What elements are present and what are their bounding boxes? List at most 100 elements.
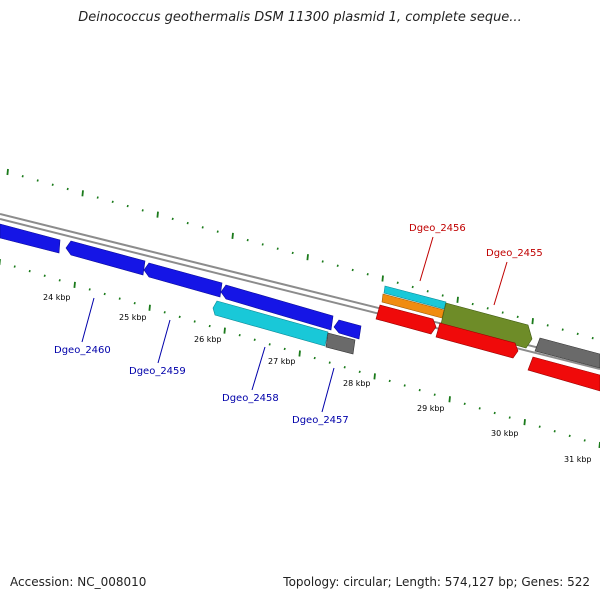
major-tick: [148, 304, 151, 311]
gene-label-dgeo-2460[interactable]: Dgeo_2460: [54, 345, 111, 356]
minor-tick: [283, 347, 286, 351]
gene-arrow-dgeo-2460[interactable]: [65, 240, 146, 276]
minor-tick: [591, 336, 594, 340]
gene-arrow-dgeo-2455[interactable]: [440, 302, 533, 349]
minor-tick: [501, 311, 504, 314]
minor-tick: [36, 179, 39, 182]
minor-tick: [328, 361, 331, 364]
minor-tick: [351, 268, 354, 272]
minor-tick: [291, 251, 294, 255]
major-tick: [523, 419, 526, 426]
gene-label-dgeo-2459[interactable]: Dgeo_2459: [129, 366, 186, 377]
minor-tick: [201, 226, 204, 229]
minor-tick: [276, 247, 279, 250]
outer-tick-row: [6, 168, 594, 340]
minor-tick: [418, 388, 421, 392]
minor-tick: [553, 430, 556, 433]
minor-tick: [538, 425, 541, 428]
minor-tick: [268, 343, 271, 346]
minor-tick: [126, 204, 129, 208]
minor-tick: [313, 356, 316, 360]
gene-label-dgeo-2455[interactable]: Dgeo_2455: [486, 248, 543, 259]
minor-tick: [486, 307, 489, 310]
minor-tick: [171, 217, 174, 221]
minor-tick: [88, 288, 91, 291]
minor-tick: [493, 411, 496, 415]
forward-strand-genes: [375, 285, 600, 392]
minor-tick: [321, 260, 324, 263]
minor-tick: [343, 365, 346, 369]
gene-labels: Dgeo_2456 Dgeo_2455 Dgeo_2460 Dgeo_2459 …: [54, 223, 543, 426]
minor-tick: [358, 370, 361, 374]
gene-arrow-gray-right[interactable]: [534, 337, 600, 369]
major-tick: [373, 373, 376, 380]
minor-tick: [141, 209, 144, 212]
minor-tick: [133, 301, 136, 305]
minor-tick: [576, 332, 579, 336]
kbp-label: 27 kbp: [268, 357, 296, 366]
reverse-strand-genes: [0, 223, 362, 355]
minor-tick: [261, 243, 264, 246]
minor-tick: [396, 281, 399, 284]
minor-tick: [561, 328, 564, 331]
topology-summary: Topology: circular; Length: 574,127 bp; …: [283, 575, 590, 589]
minor-tick: [411, 285, 414, 289]
gene-arrow-orange[interactable]: [381, 293, 445, 319]
label-leader-lines: [81, 236, 508, 413]
major-tick: [73, 281, 76, 288]
major-tick: [381, 275, 384, 282]
gene-arrow-red-1[interactable]: [375, 304, 437, 335]
kbp-label: 31 kbp: [564, 455, 592, 464]
minor-tick: [568, 434, 571, 438]
minor-tick: [13, 265, 16, 268]
minor-tick: [508, 416, 511, 419]
minor-tick: [336, 264, 339, 267]
kbp-label: 24 kbp: [43, 293, 71, 302]
minor-tick: [51, 183, 54, 187]
gene-arrow-dgeo-2457[interactable]: [325, 332, 356, 355]
minor-tick: [471, 302, 474, 306]
minor-tick: [103, 292, 106, 296]
minor-tick: [516, 315, 519, 319]
minor-tick: [58, 279, 61, 282]
gene-arrow-blue-edge[interactable]: [0, 223, 61, 254]
gene-arrow-cyan[interactable]: [212, 300, 329, 347]
major-tick: [306, 254, 309, 261]
map-title: Deinococcus geothermalis DSM 11300 plasm…: [78, 10, 522, 25]
major-tick: [298, 350, 301, 357]
gene-label-dgeo-2456[interactable]: Dgeo_2456: [409, 223, 466, 234]
minor-tick: [238, 333, 241, 337]
minor-tick: [546, 324, 549, 327]
minor-tick: [216, 230, 219, 233]
gene-arrow-red-2[interactable]: [435, 322, 519, 359]
kbp-label: 25 kbp: [119, 313, 147, 322]
minor-tick: [96, 196, 99, 199]
gene-arrow-dgeo-2459[interactable]: [143, 262, 223, 298]
minor-tick: [583, 439, 586, 442]
major-tick: [156, 211, 159, 218]
minor-tick: [433, 393, 436, 396]
gene-arrow-dgeo-2458-blue[interactable]: [220, 284, 334, 331]
minor-tick: [28, 269, 31, 273]
minor-tick: [253, 338, 256, 342]
gene-arrow-dgeo-2456-cyan[interactable]: [383, 285, 447, 310]
major-tick: [223, 327, 226, 334]
gene-label-dgeo-2457[interactable]: Dgeo_2457: [292, 415, 349, 426]
minor-tick: [21, 175, 24, 178]
major-tick: [81, 190, 84, 197]
kbp-label: 29 kbp: [417, 404, 445, 413]
minor-tick: [426, 290, 429, 293]
major-tick: [531, 318, 534, 325]
inner-tick-row: [0, 259, 600, 449]
gene-label-dgeo-2458[interactable]: Dgeo_2458: [222, 393, 279, 404]
minor-tick: [463, 402, 466, 406]
gene-arrow-small-blue[interactable]: [333, 319, 362, 340]
minor-tick: [111, 200, 114, 204]
minor-tick: [43, 274, 46, 277]
minor-tick: [208, 324, 211, 328]
major-tick: [456, 296, 459, 303]
gene-arrow-red-right[interactable]: [527, 356, 600, 392]
minor-tick: [478, 407, 481, 410]
minor-tick: [118, 297, 121, 300]
accession-label: Accession: NC_008010: [10, 575, 147, 589]
